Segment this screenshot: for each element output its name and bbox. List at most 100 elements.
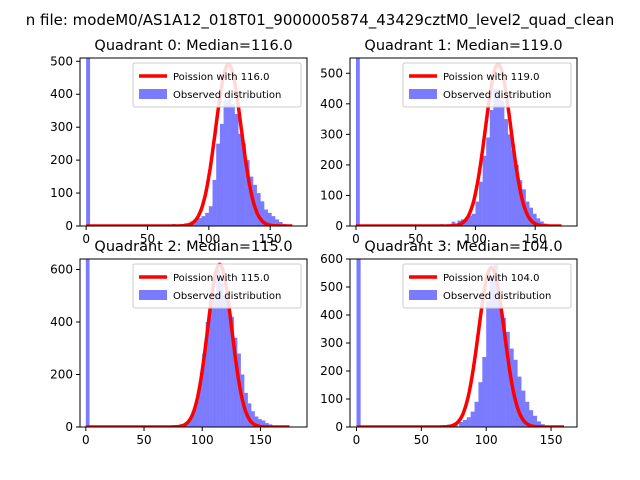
histogram-bar [230,316,234,427]
histogram-bar [212,179,217,226]
histogram-bar [247,403,252,427]
legend: Poission with 104.0 Observed distribution [402,263,572,309]
histogram-bar [517,376,522,427]
subplot-title: Quadrant 0: Median=116.0 [94,38,292,54]
histogram-bar [219,282,224,427]
histogram-bar [451,221,456,226]
x-tick-label: 50 [136,433,151,447]
legend-label: Poission with 115.0 [173,273,269,284]
legend-label: Observed distribution [443,291,551,302]
y-tick-label: 300 [50,120,73,134]
histogram-bar [355,58,360,226]
histogram-bar [219,123,224,226]
histogram-bar [493,264,499,427]
histogram-bar [223,295,227,427]
histogram-bar [197,218,202,226]
legend-patch-swatch [139,290,167,300]
x-tick-label: 150 [249,433,272,447]
subplots: Quadrant 0: Median=116.0 0 50 100 150 0 100 200… [50,38,578,447]
histogram-bar [275,219,280,226]
x-tick-label: 100 [475,433,498,447]
x-tick-label: 0 [82,433,90,447]
legend-box [402,263,572,309]
histogram-bar [501,317,506,427]
histogram-bar [205,212,210,226]
x-tick-label: 150 [524,232,547,246]
y-tick-label: 200 [320,158,343,172]
y-tick-label: 0 [335,420,343,434]
histogram-bar [529,207,534,226]
histogram-bar [216,143,221,226]
axes-frame [79,57,308,227]
legend-box [132,62,302,108]
histogram-bar [478,382,483,427]
histogram-bar [278,222,283,226]
poisson-curve [355,62,563,226]
legend: Poission with 115.0 Observed distribution [132,263,302,309]
histogram-bar [482,357,487,427]
poisson-curve [85,62,293,226]
x-tick-label: 50 [140,232,155,246]
legend-label: Observed distribution [443,90,551,101]
y-tick-label: 400 [50,87,73,101]
histogram-bar [496,94,501,226]
histogram-bar [256,193,261,226]
histogram-bar [466,417,471,427]
histogram-bar [536,218,541,226]
figure-suptitle: n file: modeM0/AS1A12_018T01_9000005874_… [26,11,615,30]
y-tick-label: 500 [320,280,343,294]
legend-label: Poission with 104.0 [443,273,539,284]
histogram-bar [518,180,523,226]
histogram [86,58,291,226]
histogram-bar [198,382,203,427]
y-tick-label: 0 [335,219,343,233]
histogram-bar [486,301,491,427]
histogram-bar [471,213,476,226]
histogram-bar [458,421,464,427]
histogram-bar [493,88,498,226]
histogram-bar [271,216,276,226]
y-tick-label: 100 [320,188,343,202]
histogram-bar [258,419,262,427]
histogram-bar [194,220,199,226]
legend-box [132,263,302,309]
y-tick-label: 400 [320,308,343,322]
histogram-bar [479,181,483,226]
histogram-bar [191,411,196,427]
legend-patch-swatch [409,89,437,99]
histogram-bar [251,411,255,427]
histogram-bar [486,137,491,226]
histogram-bar [261,420,266,427]
y-tick-label: 500 [320,66,343,80]
histogram-bar [254,416,259,427]
y-tick-label: 0 [65,219,73,233]
histogram-bar [208,206,213,226]
poisson-curve [356,265,565,427]
histogram-bar [195,400,199,427]
x-tick-label: 0 [82,232,90,246]
histogram-bar [356,259,361,427]
x-tick-label: 50 [408,232,423,246]
subplot-1: Quadrant 1: Median=119.0 0 50 100 150 0 100 200… [320,38,578,246]
histogram-bar [474,401,479,427]
histogram-bar [475,201,480,226]
legend-box [402,62,572,108]
legend-label: Poission with 116.0 [173,72,269,83]
histogram-bar [532,415,538,427]
legend-label: Observed distribution [173,291,281,302]
y-tick-label: 200 [50,368,73,382]
histogram-bar [529,410,534,427]
histogram-bar [201,216,206,226]
histogram-bar [490,278,495,427]
histogram-bar [482,155,487,226]
histogram-bar [85,259,90,427]
histogram-bar [497,301,503,427]
histogram-bar [532,213,537,226]
histogram-bar [209,303,213,427]
y-tick-label: 400 [50,315,73,329]
histogram-bar [260,201,265,226]
histogram-bar [234,114,239,226]
subplot-3: Quadrant 3: Median=104.0 0 50 100 150 0 100 200… [320,239,578,447]
subplot-title: Quadrant 2: Median=115.0 [94,239,292,255]
